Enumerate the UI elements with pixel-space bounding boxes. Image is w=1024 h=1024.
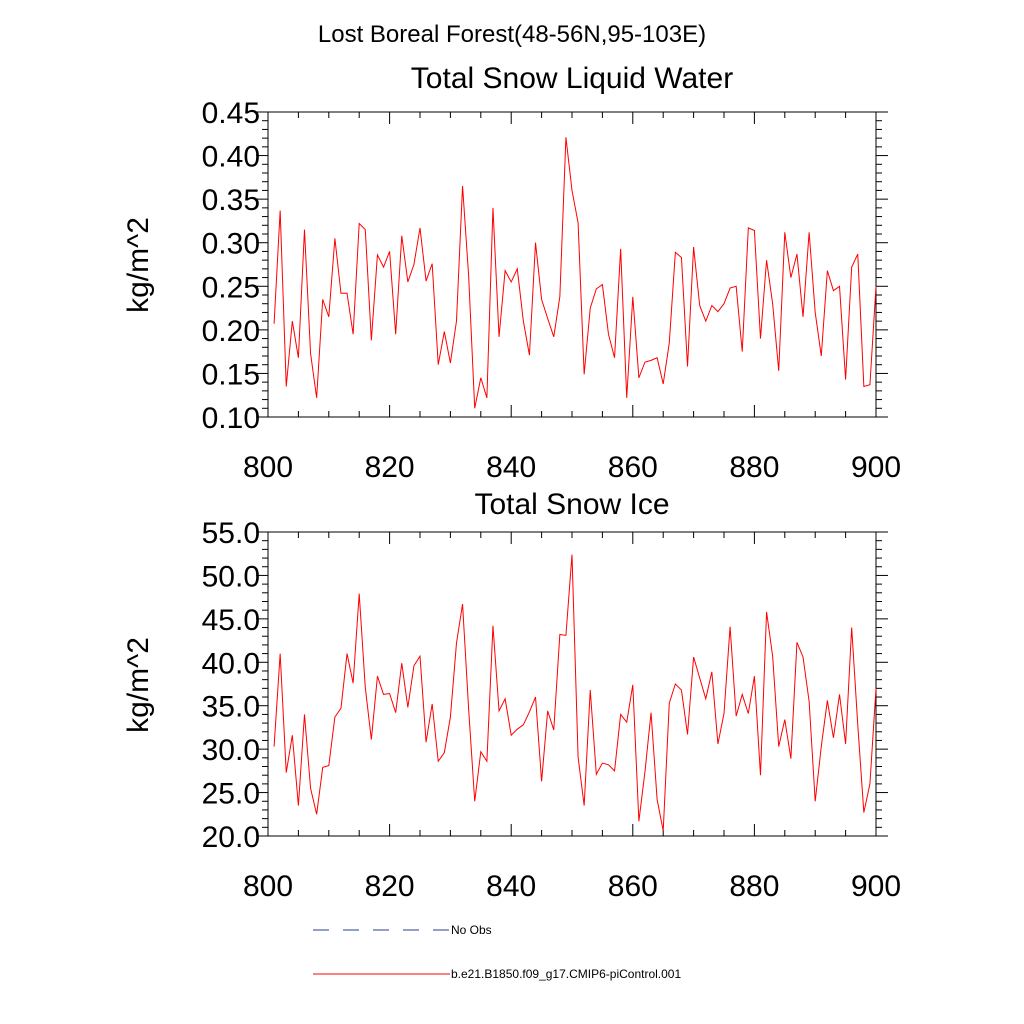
y-tick-label: 55.0: [202, 517, 260, 550]
x-tick-label: 840: [486, 451, 536, 484]
y-tick-label: 0.20: [202, 315, 260, 348]
chart-panel-snow-ice: Total Snow Ice kg/m^2 20.0 25.0 30.0 35.0 40…: [122, 488, 901, 903]
y-tick-labels: 20.0 25.0 30.0 35.0 40.0 45.0 50.0 55.0: [202, 517, 260, 854]
x-tick-label: 880: [729, 870, 779, 903]
y-tick-label: 20.0: [202, 821, 260, 854]
series-group: [273, 137, 877, 409]
y-tick-label: 0.25: [202, 271, 260, 304]
y-tick-label: 50.0: [202, 560, 260, 593]
y-tick-label: 45.0: [202, 604, 260, 637]
y-tick-label: 0.15: [202, 358, 260, 391]
y-tick-label: 25.0: [202, 778, 260, 811]
chart-panel-snow-liquid-water: Total Snow Liquid Water kg/m^2 0.100.150…: [122, 62, 901, 484]
figure-title: Lost Boreal Forest(48-56N,95-103E): [318, 21, 706, 48]
legend-label: No Obs: [451, 923, 492, 937]
x-tick-label: 860: [608, 451, 658, 484]
x-tick-label: 800: [243, 870, 293, 903]
x-tick-label: 880: [729, 451, 779, 484]
legend-label: b.e21.B1850.f09_g17.CMIP6-piControl.001: [451, 967, 681, 981]
y-tick-label: 0.30: [202, 228, 260, 261]
y-tick-labels: 0.10 0.15 0.20 0.25 0.30 0.35 0.40 0.45: [202, 97, 260, 435]
y-tick-label: 40.0: [202, 647, 260, 680]
y-tick-label: 0.10: [202, 402, 260, 435]
x-tick-label: 800: [243, 451, 293, 484]
plot-frame: [267, 111, 877, 418]
plot-frame: [267, 531, 877, 837]
y-tick-label: 30.0: [202, 734, 260, 767]
x-tick-labels: 800 820 840 860 880 900: [243, 451, 901, 484]
y-tick-label: 35.0: [202, 691, 260, 724]
x-tick-label: 860: [608, 870, 658, 903]
series-group: [273, 554, 877, 831]
legend: No Obs b.e21.B1850.f09_g17.CMIP6-piContr…: [313, 923, 681, 981]
axis-ticks: [256, 531, 888, 837]
series-line: [273, 137, 877, 409]
axis-ticks: [256, 111, 888, 418]
x-tick-label: 820: [365, 451, 415, 484]
x-tick-labels: 800 820 840 860 880 900: [243, 870, 901, 903]
x-tick-label: 820: [365, 870, 415, 903]
y-tick-label: 0.40: [202, 141, 260, 174]
chart-title: Total Snow Liquid Water: [411, 62, 733, 95]
legend-item-no-obs: No Obs: [313, 923, 492, 937]
x-tick-label: 900: [851, 870, 901, 903]
y-tick-label: 0.45: [202, 97, 260, 130]
chart-title: Total Snow Ice: [474, 488, 669, 521]
x-tick-label: 840: [486, 870, 536, 903]
y-axis-label: kg/m^2: [122, 637, 155, 733]
legend-item-model: b.e21.B1850.f09_g17.CMIP6-piControl.001: [313, 967, 681, 981]
y-tick-label: 0.35: [202, 184, 260, 217]
series-line: [273, 554, 877, 831]
y-axis-label: kg/m^2: [122, 217, 155, 313]
x-tick-label: 900: [851, 451, 901, 484]
